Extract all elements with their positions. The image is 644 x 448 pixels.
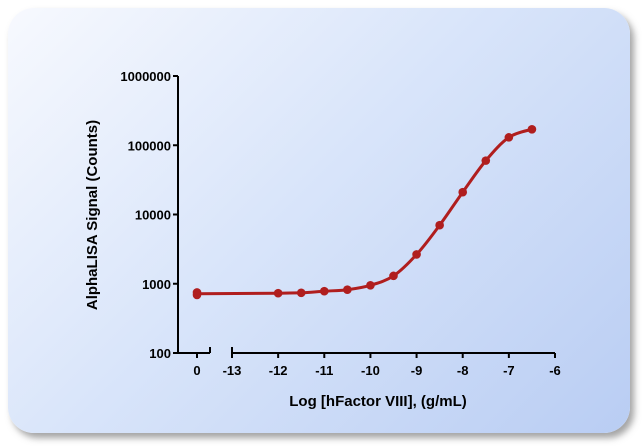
data-point <box>435 220 444 230</box>
data-point <box>296 288 306 298</box>
fit-line <box>196 127 533 296</box>
x-axis-title: Log [hFactor VIII], (g/mL) <box>289 393 466 410</box>
axes: 100 1000 10000 100000 1000000 0 -13 -12 -11 -10 -9… <box>120 69 560 378</box>
data-point <box>343 285 352 295</box>
x-tick-label: -12 <box>269 363 288 378</box>
data-point <box>504 133 514 142</box>
x-tick-label: -6 <box>549 363 561 378</box>
data-point <box>458 187 468 197</box>
y-tick-label: 1000000 <box>120 69 171 84</box>
x-tick-label: -8 <box>457 363 469 378</box>
data-point <box>273 288 283 298</box>
x-tick-label: -9 <box>411 363 423 378</box>
y-tick-label: 100 <box>149 346 171 361</box>
y-tick-label: 100000 <box>128 138 171 153</box>
data-points <box>192 124 537 300</box>
data-point <box>389 271 398 281</box>
y-tick-label: 10000 <box>135 208 171 223</box>
data-point-zero <box>192 290 202 300</box>
x-tick-label: -7 <box>503 363 515 378</box>
x-tick-label: -11 <box>315 363 333 378</box>
x-tick-label-zero: 0 <box>193 363 200 378</box>
y-tick-label: 1000 <box>142 277 171 292</box>
data-point <box>527 124 537 134</box>
x-tick-label: -13 <box>223 363 242 378</box>
data-point <box>319 286 329 296</box>
data-point <box>412 250 421 259</box>
chart-card <box>8 8 630 433</box>
series-line <box>196 127 533 296</box>
x-tick-label: -10 <box>361 363 380 378</box>
data-point <box>366 280 375 290</box>
y-axis-title: AlphaLISA Signal (Counts) <box>84 120 101 310</box>
data-point <box>481 156 491 165</box>
